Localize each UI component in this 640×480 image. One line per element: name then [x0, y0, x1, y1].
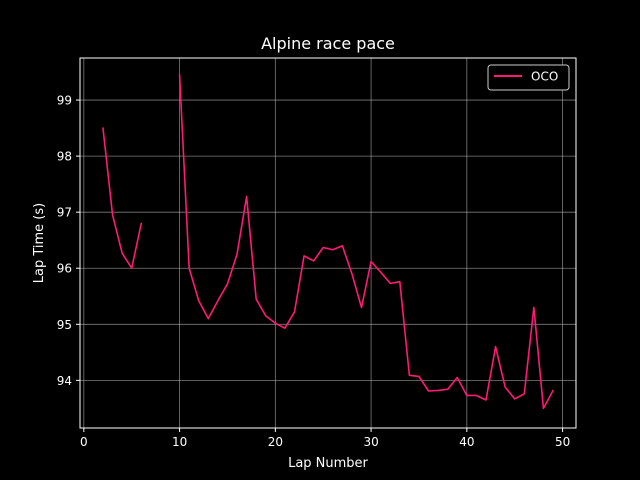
- y-tick-label: 95: [57, 318, 72, 332]
- x-tick-label: 20: [268, 435, 283, 449]
- x-tick-label: 50: [555, 435, 570, 449]
- y-tick-label: 97: [57, 206, 72, 220]
- x-tick-label: 10: [172, 435, 187, 449]
- legend-label-oco: OCO: [531, 70, 558, 84]
- series-layer: [102, 74, 554, 410]
- legend: OCO: [487, 64, 570, 91]
- x-tick-label: 0: [80, 435, 88, 449]
- y-tick-label: 98: [57, 150, 72, 164]
- chart-title: Alpine race pace: [261, 34, 395, 53]
- ticks: 0 10 20 30 40 50 94 95 96 97 98 99: [57, 94, 571, 449]
- grid: [80, 58, 576, 428]
- series-line-oco: [178, 74, 554, 410]
- x-tick-label: 30: [363, 435, 378, 449]
- series-line-oco: [102, 127, 143, 270]
- x-tick-label: 40: [459, 435, 474, 449]
- y-tick-label: 99: [57, 94, 72, 108]
- x-axis-label: Lap Number: [288, 456, 368, 471]
- y-axis-label: Lap Time (s): [32, 203, 47, 283]
- axes-frame: [79, 57, 577, 429]
- legend-box: [487, 64, 570, 91]
- y-tick-label: 94: [57, 374, 72, 388]
- y-tick-label: 96: [57, 262, 72, 276]
